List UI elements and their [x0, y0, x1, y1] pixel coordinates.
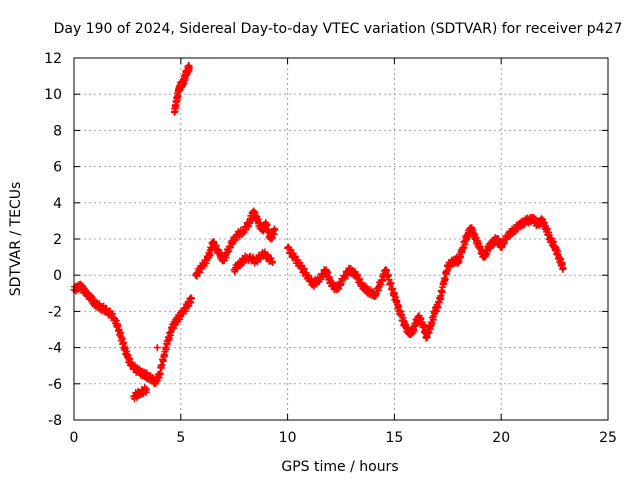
data-point	[185, 63, 193, 71]
y-tick-label: 6	[53, 160, 62, 176]
y-tick-label: -8	[48, 413, 62, 429]
data-point	[143, 385, 151, 393]
y-tick-label: 4	[53, 196, 62, 212]
data-point	[271, 226, 279, 234]
data-point	[559, 264, 567, 272]
x-tick-label: 25	[599, 430, 617, 446]
data-point-fill	[441, 275, 449, 283]
grid	[74, 58, 608, 420]
x-axis-title: GPS time / hours	[281, 459, 398, 475]
y-tick-label: 12	[44, 51, 62, 67]
x-tick-label: 10	[279, 430, 297, 446]
data-point-fill	[387, 279, 395, 287]
data-points	[70, 61, 567, 403]
y-tick-label: 2	[53, 232, 62, 248]
x-tick-label: 15	[385, 430, 403, 446]
data-point-fill	[267, 254, 275, 262]
y-tick-label: 0	[53, 268, 62, 284]
y-axis-title: SDTVAR / TECUs	[8, 182, 24, 297]
data-point	[187, 295, 195, 303]
y-tick-label: 8	[53, 123, 62, 139]
y-tick-label: -4	[48, 341, 62, 357]
data-point-fill	[268, 258, 276, 266]
data-point	[153, 344, 161, 352]
data-point-fill	[156, 369, 164, 377]
x-tick-label: 0	[70, 430, 79, 446]
x-tick-label: 5	[176, 430, 185, 446]
axis-ticks: 0 5 10 15 20 25 -8 -6 -4 -2 0 2 4 6 8 10 12	[44, 51, 617, 446]
data-point	[269, 259, 277, 267]
chart-title: Day 190 of 2024, Sidereal Day-to-day VTE…	[54, 21, 623, 37]
x-tick-label: 20	[492, 430, 510, 446]
y-tick-label: -2	[48, 304, 62, 320]
y-tick-label: 10	[44, 87, 62, 103]
y-tick-label: -6	[48, 377, 62, 393]
